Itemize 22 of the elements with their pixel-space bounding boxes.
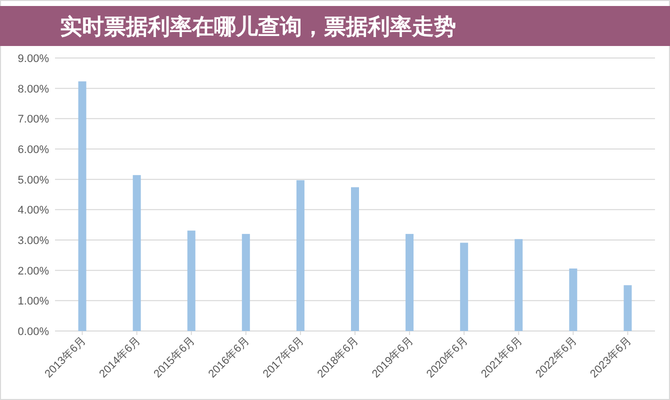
bar [351,187,359,331]
y-tick-label: 4.00% [18,204,50,217]
y-tick-label: 6.00% [18,144,50,156]
bar [132,175,141,331]
bar [78,81,86,331]
bar [569,268,578,331]
chart-title: 实时票据利率在哪儿查询，票据利率走势 [60,14,456,39]
bar [460,242,468,331]
bar [187,230,196,331]
y-tick-label: 8.00% [18,83,50,96]
bar [242,234,250,331]
bar [514,239,523,331]
bar [624,285,632,331]
y-tick-label: 7.00% [18,114,50,126]
y-tick-label: 5.00% [18,174,50,186]
bar [406,234,414,331]
y-tick-label: 2.00% [18,265,50,278]
y-tick-label: 0.00% [18,326,50,338]
y-tick-label: 1.00% [18,296,50,308]
y-tick-label: 3.00% [18,235,50,247]
bar [296,180,304,331]
y-tick-label: 9.00% [18,53,50,65]
